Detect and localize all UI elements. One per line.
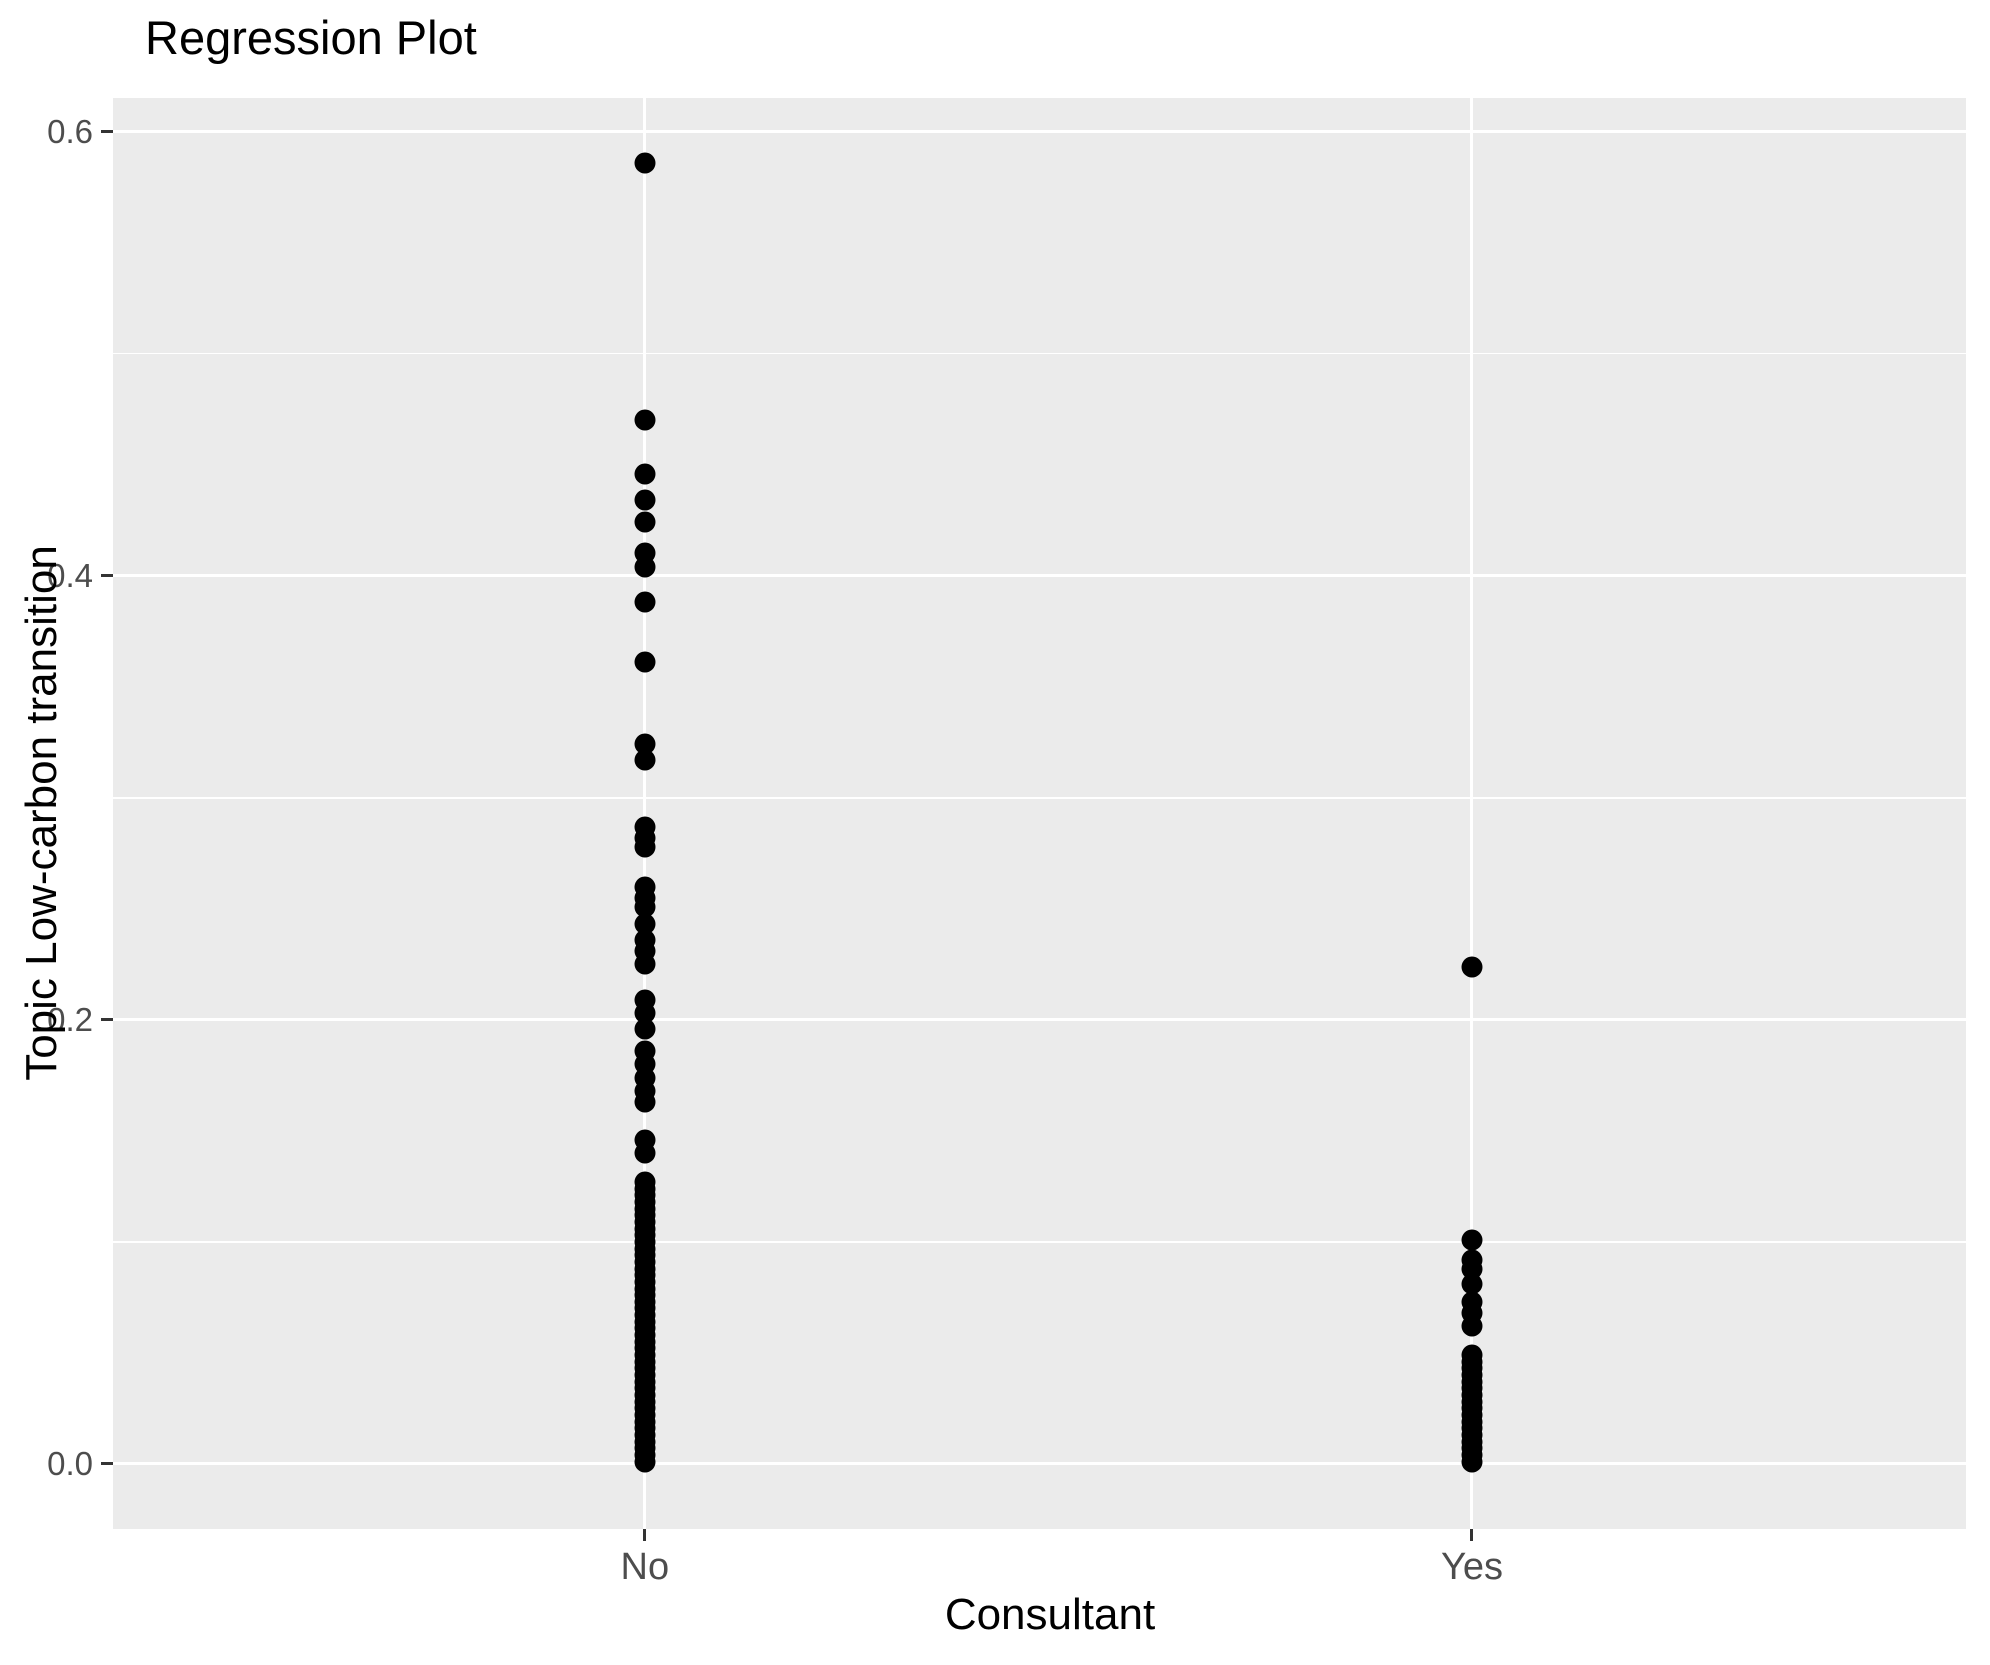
- data-point: [634, 152, 656, 174]
- gridline-minor-y: [113, 796, 1966, 799]
- data-point: [634, 651, 656, 673]
- data-point: [634, 1451, 656, 1473]
- gridline-minor-y: [113, 352, 1966, 355]
- y-axis-title: Topic Low-carbon transition: [17, 545, 66, 1081]
- gridline-major-y: [113, 1018, 1966, 1022]
- x-tick-mark: [1470, 1529, 1474, 1541]
- y-tick-mark: [101, 130, 113, 134]
- x-tick-mark: [643, 1529, 647, 1541]
- y-tick-label: 0.6: [47, 112, 93, 150]
- x-tick-label-no: No: [620, 1546, 670, 1588]
- y-tick-label: 0.2: [47, 1000, 93, 1038]
- data-point: [634, 556, 656, 578]
- gridline-major-x: [643, 98, 647, 1529]
- x-axis-title: Consultant: [944, 1590, 1156, 1639]
- data-point: [634, 749, 656, 771]
- data-point: [634, 1091, 656, 1113]
- data-point: [1461, 1451, 1483, 1473]
- y-tick-mark: [101, 1018, 113, 1022]
- gridline-major-y: [113, 574, 1966, 578]
- data-point: [634, 489, 656, 511]
- data-point: [1461, 1315, 1483, 1337]
- gridline-major-y: [113, 1462, 1966, 1466]
- data-point: [1461, 1229, 1483, 1251]
- plot-title: Regression Plot: [145, 11, 477, 64]
- data-point: [634, 1018, 656, 1040]
- gridline-major-y: [113, 130, 1966, 134]
- data-point: [634, 463, 656, 484]
- x-tick-label-yes: Yes: [1440, 1546, 1503, 1588]
- data-point: [634, 836, 656, 858]
- data-point: [634, 409, 656, 431]
- data-point: [634, 953, 656, 975]
- data-point: [1461, 956, 1483, 977]
- data-point: [634, 896, 656, 918]
- gridline-major-x: [1470, 98, 1474, 1529]
- y-tick-label: 0.0: [47, 1444, 93, 1482]
- plot-panel: [113, 98, 1966, 1529]
- y-tick-mark: [101, 574, 113, 578]
- data-point: [634, 1142, 656, 1164]
- data-point: [634, 591, 656, 613]
- gridline-minor-y: [113, 1241, 1966, 1243]
- data-point: [634, 511, 656, 533]
- y-tick-label: 0.4: [47, 556, 93, 594]
- data-point: [1461, 1273, 1483, 1295]
- y-tick-mark: [101, 1462, 113, 1466]
